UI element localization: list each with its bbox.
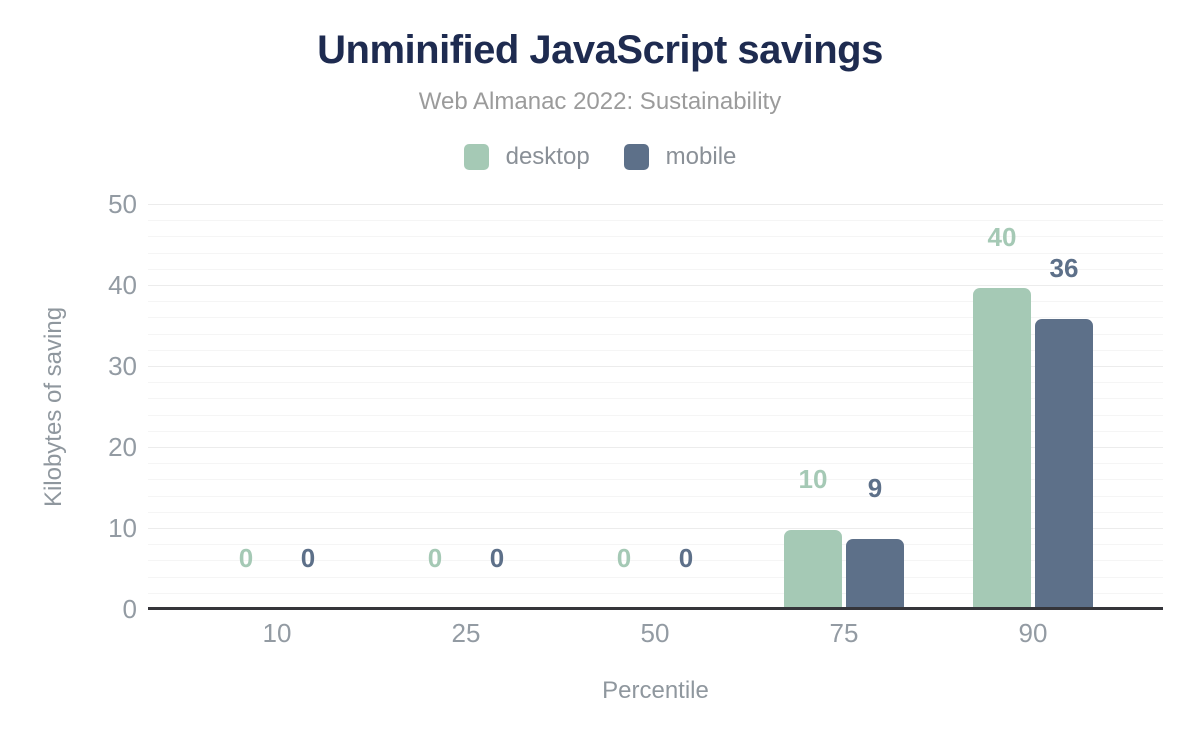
gridline-minor [148, 301, 1163, 303]
x-tick-90: 90 [1018, 618, 1048, 648]
legend-swatch-desktop [463, 144, 489, 170]
gridline-minor [148, 349, 1163, 351]
chart-title: Unminified JavaScript savings [317, 28, 883, 72]
gridline-minor [148, 382, 1163, 384]
gridline-minor [148, 398, 1163, 400]
y-tick-40: 40 [108, 270, 137, 300]
y-tick-10: 10 [108, 513, 137, 543]
legend-item-mobile[interactable]: mobile [623, 143, 737, 171]
y-tick-20: 20 [108, 432, 137, 462]
gridline-minor [148, 220, 1163, 222]
gridline-minor [148, 463, 1163, 465]
legend-swatch-mobile [623, 144, 649, 170]
y-tick-30: 30 [108, 351, 137, 381]
gridline-major [148, 528, 1163, 529]
bar-label-mobile-p50: 0 [678, 543, 694, 573]
chart-subtitle: Web Almanac 2022: Sustainability [418, 88, 782, 115]
gridline-major [148, 204, 1163, 205]
bar-label-mobile-p75: 9 [867, 473, 883, 503]
x-axis-title: Percentile [602, 677, 709, 704]
bar-label-mobile-p25: 0 [489, 543, 505, 573]
gridline-minor [148, 268, 1163, 270]
gridline-minor [148, 252, 1163, 254]
y-tick-0: 0 [122, 594, 137, 624]
gridline-minor [148, 544, 1163, 546]
bar-label-desktop-p25: 0 [427, 543, 443, 573]
gridline-major [148, 447, 1163, 448]
legend-label-mobile: mobile [665, 143, 737, 170]
bar-label-desktop-p50: 0 [616, 543, 632, 573]
gridline-minor [148, 592, 1163, 594]
gridline-minor [148, 414, 1163, 416]
gridline-major [148, 366, 1163, 367]
x-tick-25: 25 [451, 618, 481, 648]
bar-label-mobile-p90: 36 [1049, 253, 1079, 283]
gridline-minor [148, 511, 1163, 513]
legend-label-desktop: desktop [505, 143, 590, 170]
gridline-minor [148, 317, 1163, 319]
x-tick-50: 50 [640, 618, 670, 648]
bar-mobile-p75[interactable] [846, 539, 904, 609]
legend: desktop mobile [0, 143, 1200, 171]
gridline-minor [148, 430, 1163, 432]
bar-label-mobile-p10: 0 [300, 543, 316, 573]
x-tick-75: 75 [829, 618, 859, 648]
y-tick-50: 50 [108, 189, 137, 219]
x-tick-10: 10 [262, 618, 292, 648]
legend-item-desktop[interactable]: desktop [463, 143, 590, 171]
bar-mobile-p90[interactable] [1035, 319, 1093, 609]
gridline-minor [148, 333, 1163, 335]
gridline-minor [148, 236, 1163, 238]
bar-desktop-p75[interactable] [784, 530, 842, 609]
gridline-minor [148, 479, 1163, 481]
bar-label-desktop-p75: 10 [798, 464, 828, 494]
plot-area: 0 0 0 10 40 0 0 0 9 36 [148, 204, 1163, 610]
gridline-minor [148, 560, 1163, 562]
bar-label-desktop-p90: 40 [987, 222, 1017, 252]
bar-desktop-p90[interactable] [973, 288, 1031, 609]
x-axis-line [148, 607, 1163, 610]
bar-label-desktop-p10: 0 [238, 543, 254, 573]
gridline-major [148, 285, 1163, 286]
y-axis-title: Kilobytes of saving [40, 306, 67, 508]
gridline-minor [148, 495, 1163, 497]
gridline-minor [148, 576, 1163, 578]
